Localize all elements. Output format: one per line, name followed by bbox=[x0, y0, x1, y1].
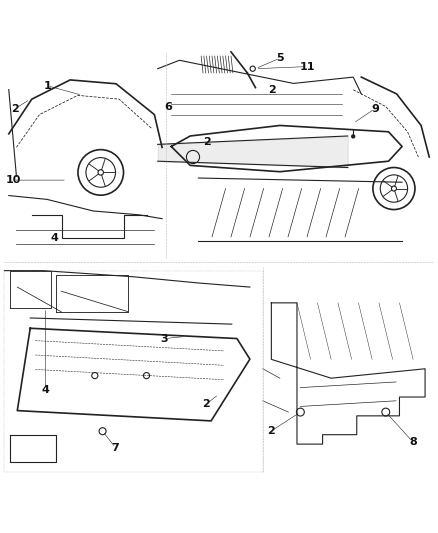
Text: 11: 11 bbox=[299, 62, 315, 71]
Text: 6: 6 bbox=[165, 102, 173, 111]
Text: 2: 2 bbox=[268, 85, 276, 95]
Circle shape bbox=[351, 134, 355, 139]
Text: 2: 2 bbox=[203, 138, 210, 147]
Text: 5: 5 bbox=[276, 53, 284, 63]
Text: 8: 8 bbox=[409, 437, 417, 447]
Text: 2: 2 bbox=[11, 104, 19, 114]
Text: 7: 7 bbox=[112, 443, 120, 453]
Text: 4: 4 bbox=[51, 233, 59, 243]
Text: 9: 9 bbox=[371, 103, 379, 114]
Text: 3: 3 bbox=[161, 334, 169, 344]
Text: 10: 10 bbox=[6, 175, 21, 185]
Text: 4: 4 bbox=[42, 385, 49, 395]
Text: 2: 2 bbox=[202, 399, 210, 409]
Text: 1: 1 bbox=[43, 80, 51, 91]
Text: 2: 2 bbox=[268, 426, 275, 436]
